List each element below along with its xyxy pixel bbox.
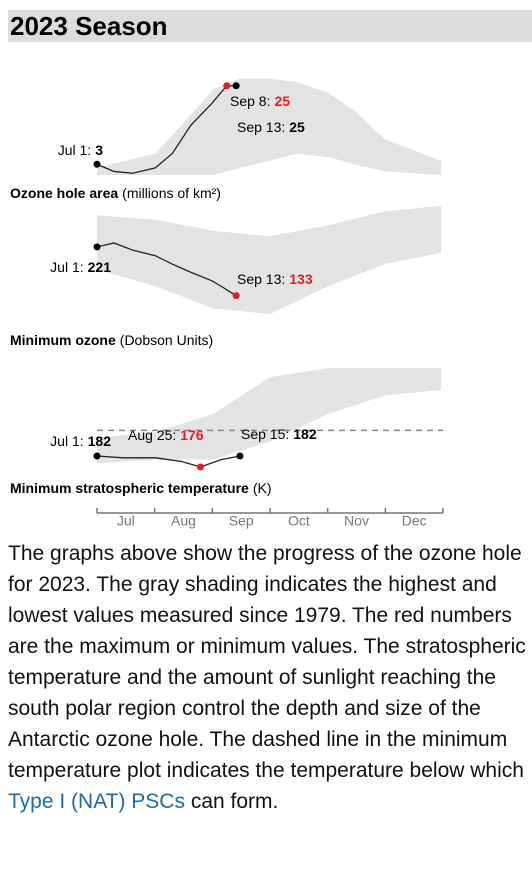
range-band (97, 78, 442, 175)
chart-units: (K) (253, 480, 272, 496)
annotation-date: Sep 15: (241, 426, 289, 442)
annotation-value: 221 (88, 259, 112, 275)
description-text: The graphs above show the progress of th… (8, 542, 526, 782)
range-band (97, 368, 442, 464)
data-line (96, 455, 241, 468)
annotation: Sep 8: 25 (230, 93, 290, 109)
description: The graphs above show the progress of th… (8, 538, 532, 817)
annotation-date: Jul 1: (50, 259, 83, 275)
chart-title-main: Minimum ozone (10, 332, 116, 348)
chart-title: Ozone hole area (millions of km²) (10, 185, 221, 201)
annotation-date: Sep 13: (237, 271, 285, 287)
annotation: Jul 1: 221 (50, 259, 111, 275)
annotation: Sep 15: 182 (241, 426, 317, 442)
annotation-value: 182 (88, 433, 112, 449)
annotation: Aug 25: 176 (128, 427, 204, 443)
month-label: Aug (171, 513, 196, 529)
point-marker (232, 292, 240, 300)
data-line (96, 85, 237, 174)
point-marker (93, 160, 101, 168)
section-title: 2023 Season (8, 10, 532, 42)
data-line (96, 242, 237, 297)
description-text: can form. (184, 790, 279, 813)
point-marker (223, 82, 231, 90)
month-label: Nov (344, 513, 369, 529)
month-label: Oct (288, 513, 310, 529)
point-marker (232, 82, 240, 90)
annotation: Jul 1: 182 (50, 433, 111, 449)
chart-title-main: Minimum stratospheric temperature (10, 480, 249, 496)
annotation-value: 25 (289, 119, 305, 135)
annotation-value: 133 (289, 271, 313, 287)
annotation-date: Jul 1: (50, 433, 83, 449)
annotation-date: Sep 13: (237, 119, 285, 135)
range-band (97, 205, 442, 314)
annotation-value: 176 (180, 427, 204, 443)
annotation-date: Jul 1: (58, 142, 91, 158)
annotation-value: 25 (274, 93, 290, 109)
chart-units: (millions of km²) (122, 185, 221, 201)
annotation-value: 3 (95, 142, 103, 158)
annotation-date: Sep 8: (230, 93, 270, 109)
month-label: Jul (117, 513, 135, 529)
annotation-date: Aug 25: (128, 427, 176, 443)
month-label: Sep (229, 513, 254, 529)
chart-title-main: Ozone hole area (10, 185, 118, 201)
annotation: Sep 13: 25 (237, 119, 305, 135)
link[interactable]: Type I (NAT) PSCs (8, 790, 185, 813)
chart-units: (Dobson Units) (120, 332, 213, 348)
annotation: Sep 13: 133 (237, 271, 313, 287)
chart-title: Minimum ozone (Dobson Units) (10, 332, 213, 348)
month-label: Dec (402, 513, 427, 529)
point-marker (196, 463, 204, 471)
point-marker (93, 452, 101, 460)
annotation: Jul 1: 3 (58, 142, 103, 158)
point-marker (236, 452, 244, 460)
annotation-value: 182 (293, 426, 317, 442)
point-marker (93, 243, 101, 251)
chart-title: Minimum stratospheric temperature (K) (10, 480, 272, 496)
